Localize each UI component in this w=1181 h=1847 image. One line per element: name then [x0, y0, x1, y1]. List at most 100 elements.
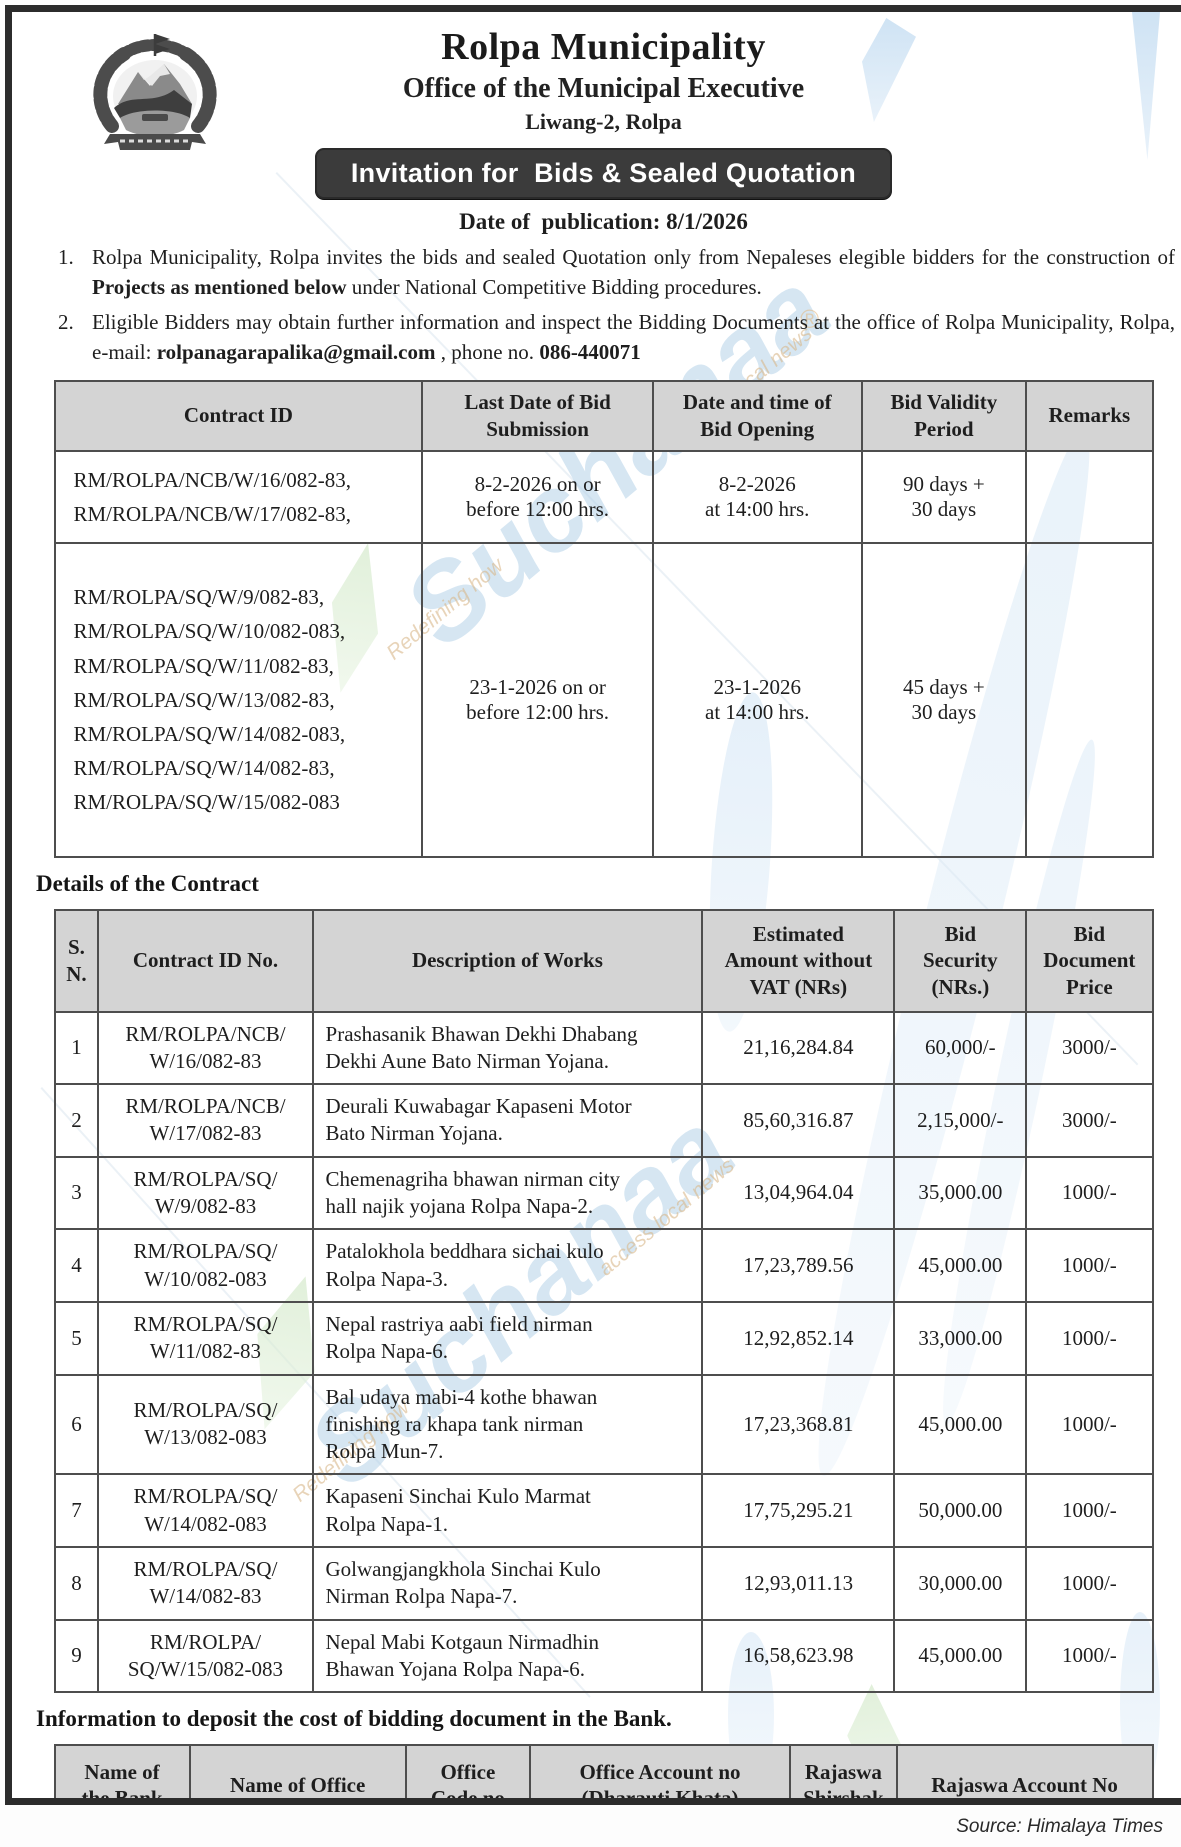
price-cell: 1000/-	[1025, 1228, 1154, 1303]
price-cell: 1000/-	[1025, 1473, 1154, 1548]
nepal-emblem-icon	[93, 34, 217, 150]
details-heading: Details of the Contract	[36, 870, 259, 896]
intro-text: , phone no.	[435, 339, 540, 364]
security-cell: 2,15,000/-	[893, 1083, 1028, 1158]
col-header-validity: Bid Validity Period	[860, 379, 1028, 452]
municipality-logo	[80, 30, 230, 158]
col-header-contract-id-no: Contract ID No.	[97, 908, 314, 1013]
col-header-office-name: Name of Office	[188, 1744, 407, 1798]
validity-cell: 90 days + 30 days	[860, 449, 1028, 544]
validity-cell: 45 days + 30 days	[860, 541, 1028, 858]
invitation-banner-text: Invitation for Bids & Sealed Quotation	[350, 158, 857, 189]
table-row: RM/ROLPA/SQ/W/9/082-83, RM/ROLPA/SQ/W/10…	[53, 541, 1154, 858]
opening-cell: 23-1-2026 at 14:00 hrs.	[651, 541, 863, 858]
col-header-contract-id: Contract ID	[53, 379, 424, 452]
col-header-opening: Date and time of Bid Opening	[651, 379, 863, 452]
contract-id-cell: RM/ROLPA/SQ/ W/13/082-083	[97, 1373, 314, 1476]
phone-text: 086-440071	[539, 339, 641, 364]
col-header-doc-price: Bid Document Price	[1025, 908, 1154, 1013]
intro-list: 1. Rolpa Municipality, Rolpa invites the…	[32, 243, 1175, 367]
last-date-cell: 8-2-2026 on or before 12:00 hrs.	[421, 449, 654, 544]
table-row: 5 RM/ROLPA/SQ/ W/11/082-83 Nepal rastriy…	[53, 1300, 1154, 1376]
col-header-description: Description of Works	[311, 908, 704, 1013]
col-header-rajaswa-account: Rajaswa Account No	[895, 1744, 1154, 1798]
sn-cell: 5	[53, 1300, 100, 1376]
page-title: Rolpa Municipality	[441, 26, 766, 68]
table-row: 6 RM/ROLPA/SQ/ W/13/082-083 Bal udaya ma…	[53, 1373, 1154, 1476]
col-header-bank-name: Name of the Bank	[53, 1744, 191, 1798]
contract-id-cell: RM/ROLPA/NCB/ W/16/082-83	[97, 1010, 314, 1086]
amount-cell: 17,75,295.21	[701, 1473, 896, 1548]
invitation-banner: Invitation for Bids & Sealed Quotation	[314, 148, 893, 200]
amount-cell: 12,92,852.14	[701, 1300, 896, 1376]
contract-id-cell: RM/ROLPA/SQ/ W/14/082-083	[97, 1473, 314, 1548]
source-attribution: Source: Himalaya Times	[956, 1816, 1163, 1837]
amount-cell: 13,04,964.04	[701, 1155, 896, 1231]
contract-id-cell: RM/ROLPA/SQ/ W/14/082-83	[97, 1545, 314, 1621]
contract-id-cell: RM/ROLPA/SQ/ W/11/082-83	[97, 1300, 314, 1376]
sn-cell: 8	[53, 1545, 100, 1621]
table-row: 3 RM/ROLPA/SQ/ W/9/082-83 Chemenagriha b…	[53, 1155, 1154, 1231]
amount-cell: 85,60,316.87	[701, 1083, 896, 1158]
table-row: 9 RM/ROLPA/ SQ/W/15/082-083 Nepal Mabi K…	[53, 1618, 1154, 1694]
intro-text: under National Competitive Bidding proce…	[346, 275, 762, 300]
table-row: 8 RM/ROLPA/SQ/ W/14/082-83 Golwangjangkh…	[53, 1545, 1154, 1621]
price-cell: 1000/-	[1025, 1618, 1154, 1694]
contract-id-cell: RM/ROLPA/SQ/ W/10/082-083	[97, 1228, 314, 1303]
bank-heading: Information to deposit the cost of biddi…	[36, 1706, 672, 1732]
intro-item-1: 1. Rolpa Municipality, Rolpa invites the…	[32, 243, 1175, 303]
security-cell: 33,000.00	[893, 1300, 1028, 1376]
security-cell: 50,000.00	[893, 1473, 1028, 1548]
security-cell: 60,000/-	[893, 1010, 1028, 1086]
amount-cell: 21,16,284.84	[701, 1010, 896, 1086]
email-text: rolpanagarapalika@gmail.com	[156, 339, 436, 364]
table-row: 1 RM/ROLPA/NCB/ W/16/082-83 Prashasanik …	[53, 1010, 1154, 1086]
price-cell: 1000/-	[1025, 1155, 1154, 1231]
col-header-office-account: Office Account no (Dharauti Khata)	[528, 1744, 792, 1798]
security-cell: 45,000.00	[893, 1618, 1028, 1694]
sn-cell: 7	[53, 1473, 100, 1548]
address-line: Liwang-2, Rolpa	[525, 109, 682, 135]
contract-ids-cell: RM/ROLPA/SQ/W/9/082-83, RM/ROLPA/SQ/W/10…	[53, 541, 424, 858]
col-header-rajaswa-shirshak: Rajaswa Shirshak	[789, 1744, 898, 1798]
table-header-row: Contract ID Last Date of Bid Submission …	[53, 379, 1154, 452]
security-cell: 45,000.00	[893, 1373, 1028, 1476]
list-number: 2.	[58, 309, 74, 334]
sn-cell: 9	[53, 1618, 100, 1694]
table-header-row: S. N. Contract ID No. Description of Wor…	[53, 908, 1154, 1013]
sn-cell: 3	[53, 1155, 100, 1231]
security-cell: 35,000.00	[893, 1155, 1028, 1231]
remarks-cell	[1025, 449, 1154, 544]
security-cell: 30,000.00	[893, 1545, 1028, 1621]
letterhead: Rolpa Municipality Office of the Municip…	[32, 12, 1175, 135]
amount-cell: 16,58,623.98	[701, 1618, 896, 1694]
description-cell: Golwangjangkhola Sinchai Kulo Nirman Rol…	[311, 1545, 704, 1621]
description-cell: Kapaseni Sinchai Kulo Marmat Rolpa Napa-…	[311, 1473, 704, 1548]
contract-id-cell: RM/ROLPA/NCB/ W/17/082-83	[97, 1083, 314, 1158]
col-header-office-code: Office Code no	[404, 1744, 531, 1798]
contract-details-table: S. N. Contract ID No. Description of Wor…	[53, 908, 1154, 1694]
last-date-cell: 23-1-2026 on or before 12:00 hrs.	[421, 541, 654, 858]
description-cell: Prashasanik Bhawan Dekhi Dhabang Dekhi A…	[311, 1010, 704, 1086]
sn-cell: 2	[53, 1083, 100, 1158]
description-cell: Nepal Mabi Kotgaun Nirmadhin Bhawan Yoja…	[311, 1618, 704, 1694]
description-cell: Bal udaya mabi-4 kothe bhawan finishing …	[311, 1373, 704, 1476]
col-header-remarks: Remarks	[1025, 379, 1154, 452]
contract-ids-cell: RM/ROLPA/NCB/W/16/082-83, RM/ROLPA/NCB/W…	[53, 449, 424, 544]
table-header-row: Name of the Bank Name of Office Office C…	[53, 1744, 1154, 1798]
sn-cell: 1	[53, 1010, 100, 1086]
intro-bold-text: Projects as mentioned below	[92, 275, 347, 300]
sn-cell: 6	[53, 1373, 100, 1476]
table-row: 4 RM/ROLPA/SQ/ W/10/082-083 Patalokhola …	[53, 1228, 1154, 1303]
sn-cell: 4	[53, 1228, 100, 1303]
security-cell: 45,000.00	[893, 1228, 1028, 1303]
list-number: 1.	[58, 245, 74, 270]
amount-cell: 17,23,368.81	[701, 1373, 896, 1476]
price-cell: 1000/-	[1025, 1373, 1154, 1476]
price-cell: 1000/-	[1025, 1545, 1154, 1621]
notice-border-frame: Suchanaa Suchanaa Redefining how access …	[5, 5, 1181, 1805]
price-cell: 3000/-	[1025, 1010, 1154, 1086]
intro-item-2: 2. Eligible Bidders may obtain further i…	[32, 308, 1175, 368]
price-cell: 3000/-	[1025, 1083, 1154, 1158]
table-row: 7 RM/ROLPA/SQ/ W/14/082-083 Kapaseni Sin…	[53, 1473, 1154, 1548]
